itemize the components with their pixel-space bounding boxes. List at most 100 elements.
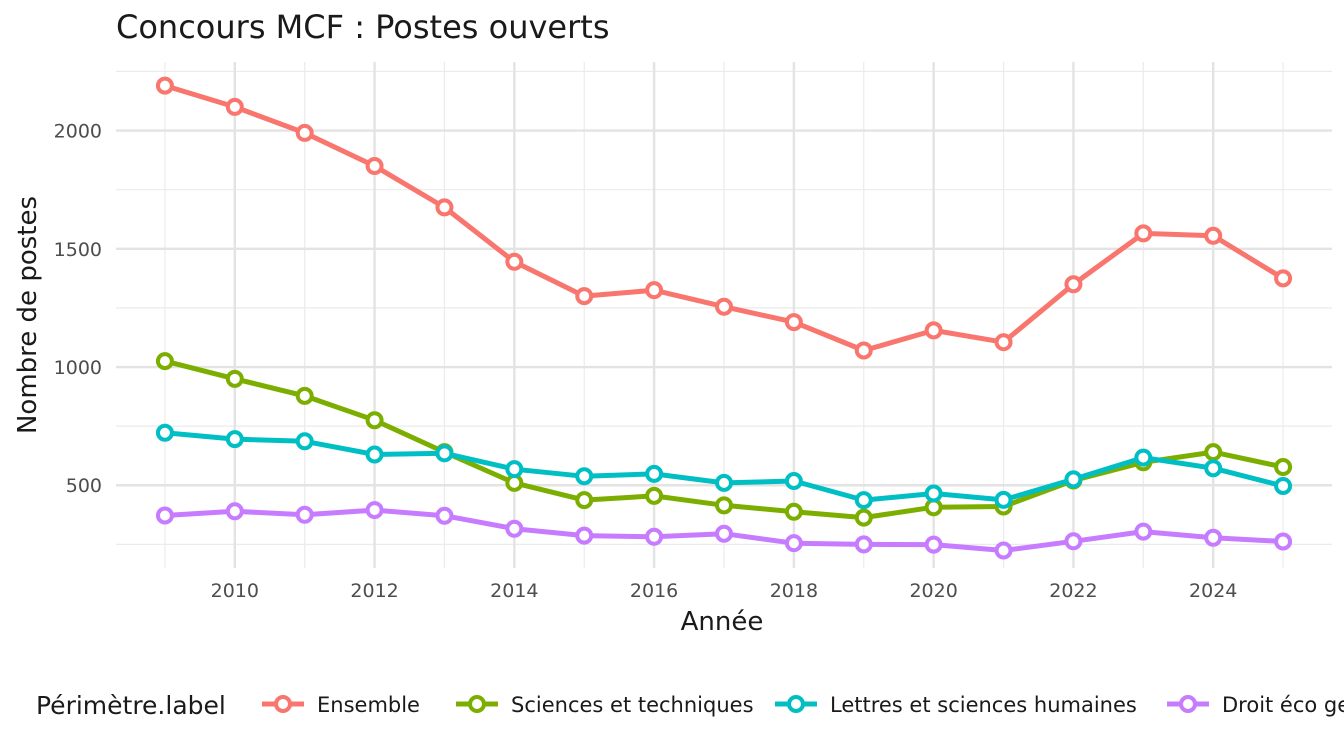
x-axis-title: Année xyxy=(681,607,764,637)
data-point xyxy=(1134,522,1153,541)
data-point xyxy=(365,411,384,430)
legend-items: Ensemble Sciences et techniques Lettres et… xyxy=(262,693,1344,717)
data-point xyxy=(365,445,384,464)
data-point xyxy=(225,430,244,449)
data-point xyxy=(645,464,664,483)
x-tick-label: 2010 xyxy=(211,580,259,602)
data-point xyxy=(1204,459,1223,478)
data-point xyxy=(225,502,244,521)
legend-item: Sciences et techniques xyxy=(456,693,754,717)
legend-key-point xyxy=(468,695,486,713)
data-point xyxy=(435,444,454,463)
data-point xyxy=(854,341,873,360)
legend: Périmètre.label Ensemble Sciences et tech… xyxy=(36,691,1344,720)
y-axis-title: Nombre de postes xyxy=(13,196,43,434)
data-point xyxy=(295,386,314,405)
series-layer xyxy=(155,76,1293,560)
data-point xyxy=(784,471,803,490)
data-point xyxy=(1064,470,1083,489)
legend-item: Lettres et sciences humaines xyxy=(775,693,1137,717)
data-point xyxy=(715,496,733,515)
data-point xyxy=(924,535,943,554)
data-point xyxy=(854,508,873,527)
data-point xyxy=(1134,224,1153,243)
data-point xyxy=(645,281,664,300)
data-point xyxy=(784,502,803,521)
x-tick-label: 2018 xyxy=(770,580,818,602)
data-point xyxy=(225,369,244,388)
series-4 xyxy=(155,501,1293,560)
data-point xyxy=(715,524,733,543)
y-tick-label: 1500 xyxy=(54,239,102,261)
legend-title: Périmètre.label xyxy=(36,691,226,720)
data-point xyxy=(295,123,314,142)
data-point xyxy=(924,484,943,503)
legend-key-point xyxy=(1179,695,1197,713)
data-point xyxy=(854,491,873,510)
data-point xyxy=(155,423,174,442)
data-point xyxy=(225,97,244,116)
legend-label: Sciences et techniques xyxy=(511,693,754,717)
data-point xyxy=(924,321,943,340)
data-point xyxy=(715,297,733,316)
data-point xyxy=(295,505,314,524)
data-point xyxy=(1064,275,1083,294)
data-point xyxy=(784,313,803,332)
legend-label: Lettres et sciences humaines xyxy=(830,693,1137,717)
x-tick-label: 2012 xyxy=(350,580,398,602)
data-point xyxy=(1274,532,1293,551)
data-point xyxy=(994,490,1013,509)
data-point xyxy=(1204,443,1223,462)
data-point xyxy=(645,486,664,505)
data-point xyxy=(994,541,1013,560)
data-point xyxy=(365,501,384,520)
x-tick-label: 2024 xyxy=(1189,580,1237,602)
data-point xyxy=(435,506,454,525)
x-axis-ticks: 2010 2012 2014 2016 2018 2020 2022 2024 xyxy=(211,580,1238,602)
data-point xyxy=(854,535,873,554)
y-tick-label: 500 xyxy=(66,475,102,497)
data-point xyxy=(1204,528,1223,547)
data-point xyxy=(575,491,594,510)
legend-key-point xyxy=(787,695,805,713)
data-point xyxy=(505,252,524,271)
data-point xyxy=(155,352,174,371)
y-tick-label: 1000 xyxy=(54,357,102,379)
series-3 xyxy=(155,423,1293,510)
data-point xyxy=(155,506,174,525)
minor-gridlines xyxy=(116,62,1332,568)
data-point xyxy=(1274,476,1293,495)
data-point xyxy=(155,76,174,95)
legend-key-point xyxy=(274,695,292,713)
data-point xyxy=(505,460,524,479)
legend-item: Ensemble xyxy=(262,693,420,717)
data-point xyxy=(994,333,1013,352)
data-point xyxy=(575,467,594,486)
data-point xyxy=(645,527,664,546)
chart-title: Concours MCF : Postes ouverts xyxy=(116,8,609,46)
data-point xyxy=(1204,226,1223,245)
data-point xyxy=(505,519,524,538)
data-point xyxy=(715,473,733,492)
data-point xyxy=(784,534,803,553)
data-point xyxy=(365,157,384,176)
x-tick-label: 2014 xyxy=(490,580,538,602)
x-tick-label: 2020 xyxy=(909,580,957,602)
data-point xyxy=(295,432,314,451)
y-tick-label: 2000 xyxy=(54,121,102,143)
series-1 xyxy=(155,76,1293,360)
legend-label: Ensemble xyxy=(317,693,420,717)
x-tick-label: 2016 xyxy=(630,580,678,602)
legend-label: Droit éco gestion xyxy=(1222,693,1344,717)
data-point xyxy=(1274,458,1293,477)
legend-item: Droit éco gestion xyxy=(1167,693,1344,717)
data-point xyxy=(1064,532,1083,551)
data-point xyxy=(575,287,594,306)
y-axis-ticks: 500 1000 1500 2000 xyxy=(54,121,102,498)
x-tick-label: 2022 xyxy=(1049,580,1097,602)
data-point xyxy=(1134,448,1153,467)
data-point xyxy=(575,526,594,545)
data-point xyxy=(435,198,454,217)
data-point xyxy=(1274,269,1293,288)
